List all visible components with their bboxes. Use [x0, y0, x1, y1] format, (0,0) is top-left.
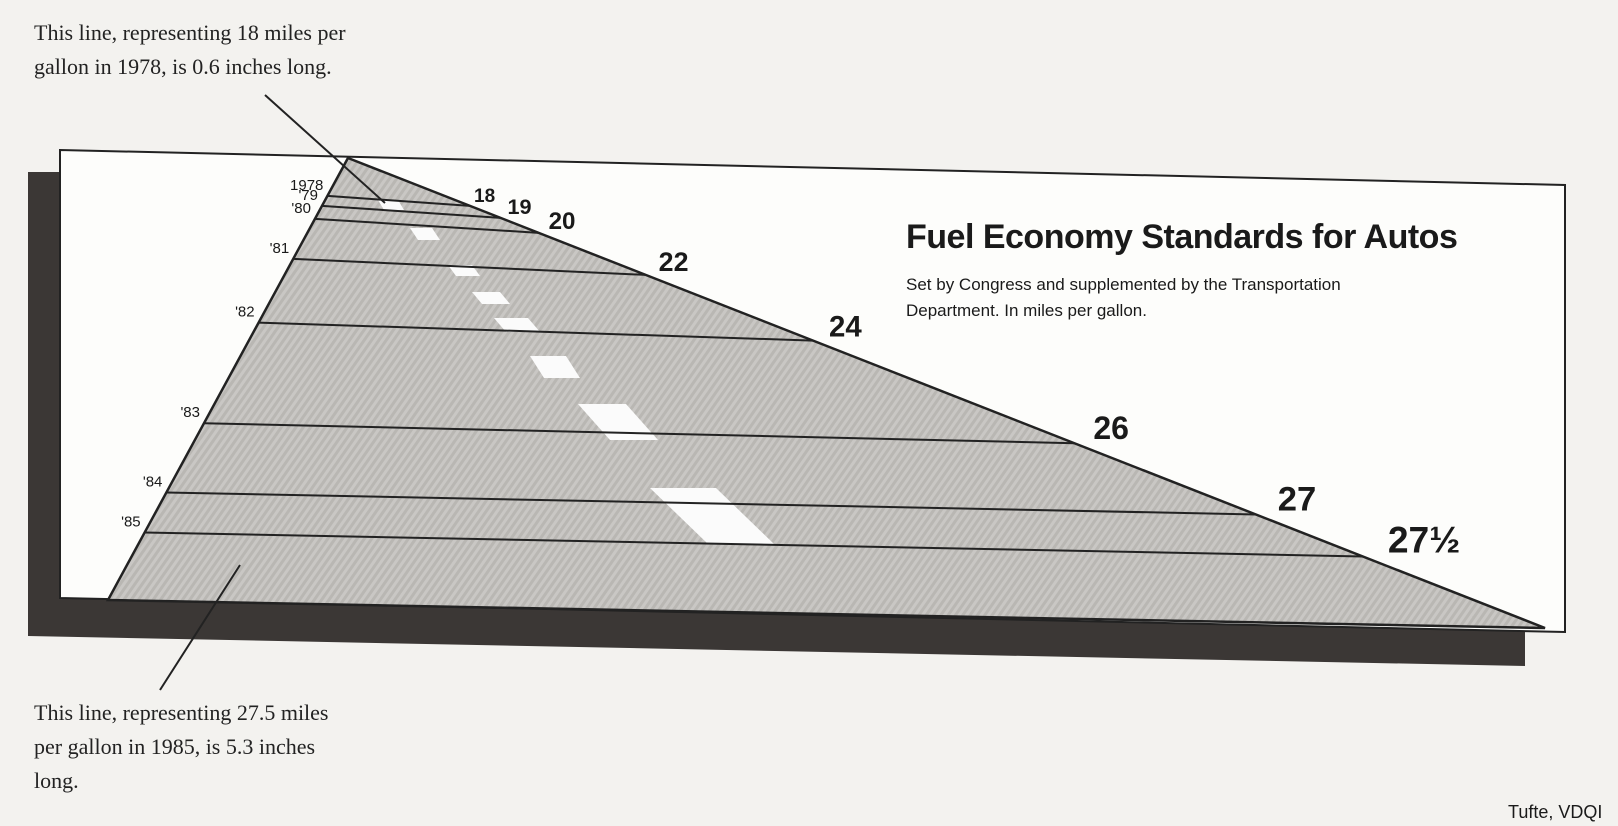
value-label: 20 — [549, 208, 576, 235]
year-line — [321, 204, 501, 219]
year-label: '80 — [291, 200, 311, 217]
value-label: 19 — [507, 194, 531, 219]
source: Tufte, VDQI — [1508, 802, 1602, 822]
year-line — [203, 422, 1075, 445]
year-label: '84 — [143, 473, 163, 490]
year-line — [144, 531, 1363, 558]
value-label: 22 — [659, 247, 689, 277]
value-label: 24 — [829, 311, 862, 344]
year-line — [327, 194, 471, 207]
year-line — [258, 321, 814, 342]
year-label: 1978 — [290, 177, 323, 194]
year-label: '79 — [298, 187, 318, 204]
chart-subtitle: Set by Congress and supplemented by the … — [906, 275, 1341, 320]
value-label: 27½ — [1388, 518, 1460, 560]
pointer-top — [264, 94, 386, 204]
year-label: '82 — [235, 304, 255, 321]
panel-shadow — [28, 172, 1525, 666]
value-label: 27 — [1278, 480, 1316, 518]
value-label: 18 — [474, 186, 495, 207]
year-label: '81 — [270, 240, 290, 257]
year-label: '85 — [121, 513, 141, 530]
chart-title: Fuel Economy Standards for Autos — [906, 218, 1457, 256]
value-label: 26 — [1093, 410, 1129, 446]
year-line — [166, 491, 1256, 516]
year-line — [293, 257, 646, 276]
annotation-top: This line, representing 18 miles per gall… — [34, 20, 346, 79]
year-line — [314, 217, 539, 234]
pointer-bottom — [159, 564, 241, 691]
annotation-bottom: This line, representing 27.5 miles per ga… — [34, 700, 329, 793]
year-label: '83 — [180, 404, 200, 421]
